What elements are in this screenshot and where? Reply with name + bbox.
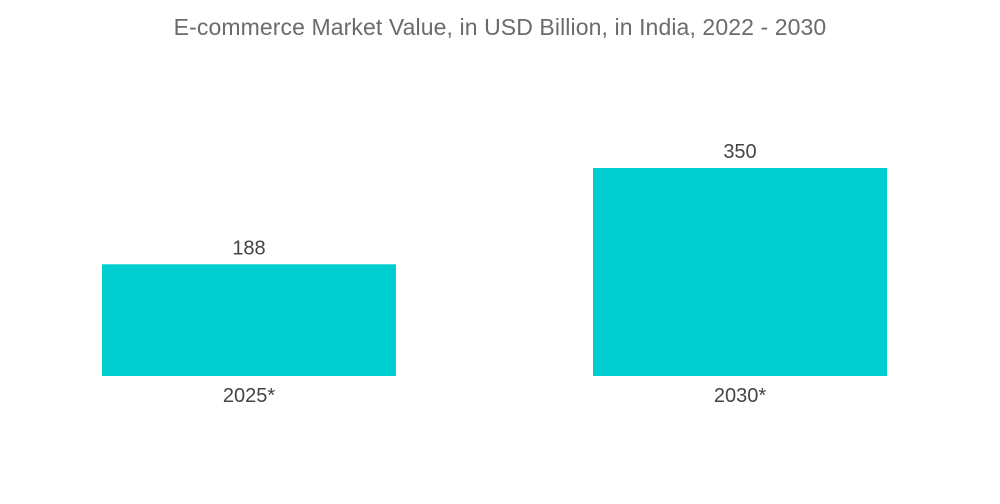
data-label: 188 xyxy=(232,237,265,259)
data-label: 350 xyxy=(723,141,756,163)
x-tick-label: 2025* xyxy=(223,385,275,407)
chart-title: E-commerce Market Value, in USD Billion,… xyxy=(173,14,827,40)
x-tick-label: 2030* xyxy=(714,385,766,407)
bar-2025 xyxy=(102,264,396,376)
bar-2030 xyxy=(593,168,887,376)
